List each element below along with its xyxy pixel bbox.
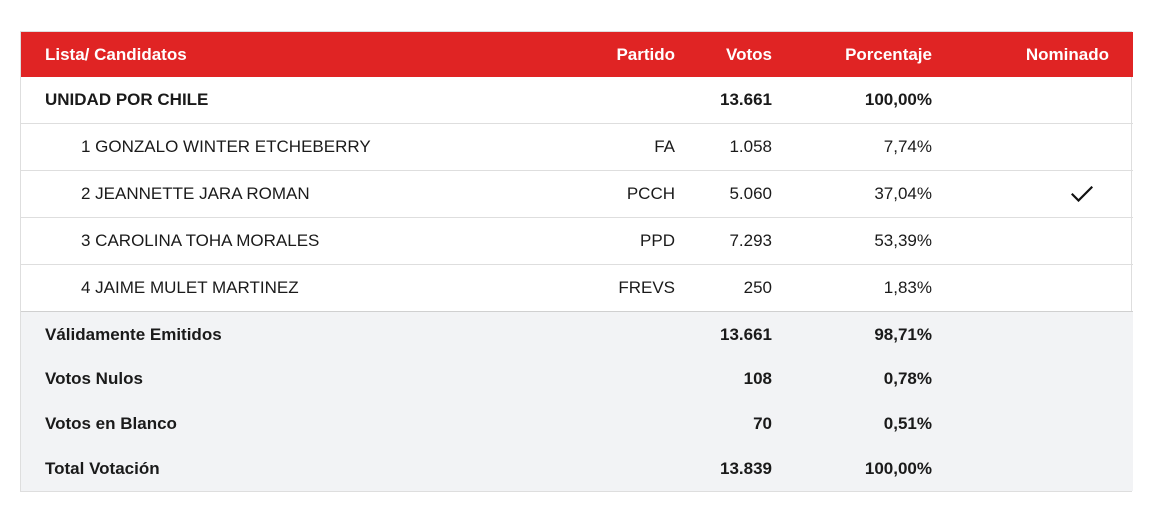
checkmark-icon [1071,186,1093,203]
candidate-votes: 5.060 [675,170,772,218]
candidate-percent: 37,04% [772,170,932,218]
candidate-votes: 1.058 [675,123,772,171]
totals-body: Válidamente Emitidos 13.661 98,71% Votos… [21,311,1133,491]
list-votes: 13.661 [675,77,772,124]
header-name: Lista/ Candidatos [45,44,187,64]
totals-label: Válidamente Emitidos [45,324,222,344]
candidate-party: FREVS [555,264,675,312]
totals-percent: 98,71% [874,324,932,344]
header-party: Partido [616,44,675,64]
candidate-row: 2 JEANNETTE JARA ROMAN PCCH 5.060 37,04% [21,170,1133,218]
candidate-name: 2 JEANNETTE JARA ROMAN [21,170,555,218]
totals-votes: 13.839 [720,458,772,478]
totals-votes: 13.661 [720,324,772,344]
table-header: Lista/ Candidatos Partido Votos Porcenta… [21,32,1133,77]
totals-row: Válidamente Emitidos 13.661 98,71% [21,311,1133,356]
list-body: UNIDAD POR CHILE 13.661 100,00% 1 GONZAL… [21,77,1133,312]
totals-label: Votos Nulos [45,368,143,388]
candidate-name: 1 GONZALO WINTER ETCHEBERRY [21,123,555,171]
list-nominated [932,77,1133,124]
list-name: UNIDAD POR CHILE [21,77,555,124]
candidate-name: 4 JAIME MULET MARTINEZ [21,264,555,312]
candidate-party: PPD [555,217,675,265]
candidate-nominated [932,123,1133,171]
candidate-party: PCCH [555,170,675,218]
candidate-row: 4 JAIME MULET MARTINEZ FREVS 250 1,83% [21,264,1133,312]
candidate-nominated [932,170,1133,218]
candidate-row: 1 GONZALO WINTER ETCHEBERRY FA 1.058 7,7… [21,123,1133,171]
totals-label: Votos en Blanco [45,413,177,433]
totals-percent: 0,51% [883,413,932,433]
candidate-nominated [932,217,1133,265]
candidate-row: 3 CAROLINA TOHA MORALES PPD 7.293 53,39% [21,217,1133,265]
totals-label: Total Votación [45,458,160,478]
header-votes: Votos [726,44,772,64]
candidate-votes: 7.293 [675,217,772,265]
totals-row: Votos en Blanco 70 0,51% [21,401,1133,446]
header-percent: Porcentaje [845,44,932,64]
totals-percent: 100,00% [864,458,932,478]
candidate-percent: 1,83% [772,264,932,312]
results-table-container: Lista/ Candidatos Partido Votos Porcenta… [20,31,1133,492]
list-row: UNIDAD POR CHILE 13.661 100,00% [21,77,1133,124]
header-row: Lista/ Candidatos Partido Votos Porcenta… [21,32,1133,77]
header-nominated: Nominado [1025,44,1109,64]
totals-row: Votos Nulos 108 0,78% [21,356,1133,401]
totals-row: Total Votación 13.839 100,00% [21,446,1133,491]
totals-votes: 70 [753,413,772,433]
results-table: Lista/ Candidatos Partido Votos Porcenta… [21,32,1133,491]
candidate-nominated [932,264,1133,312]
candidate-percent: 7,74% [772,123,932,171]
candidate-name: 3 CAROLINA TOHA MORALES [21,217,555,265]
candidate-votes: 250 [675,264,772,312]
totals-votes: 108 [743,368,772,388]
list-party [555,77,675,124]
list-percent: 100,00% [772,77,932,124]
candidate-party: FA [555,123,675,171]
candidate-percent: 53,39% [772,217,932,265]
totals-percent: 0,78% [883,368,932,388]
